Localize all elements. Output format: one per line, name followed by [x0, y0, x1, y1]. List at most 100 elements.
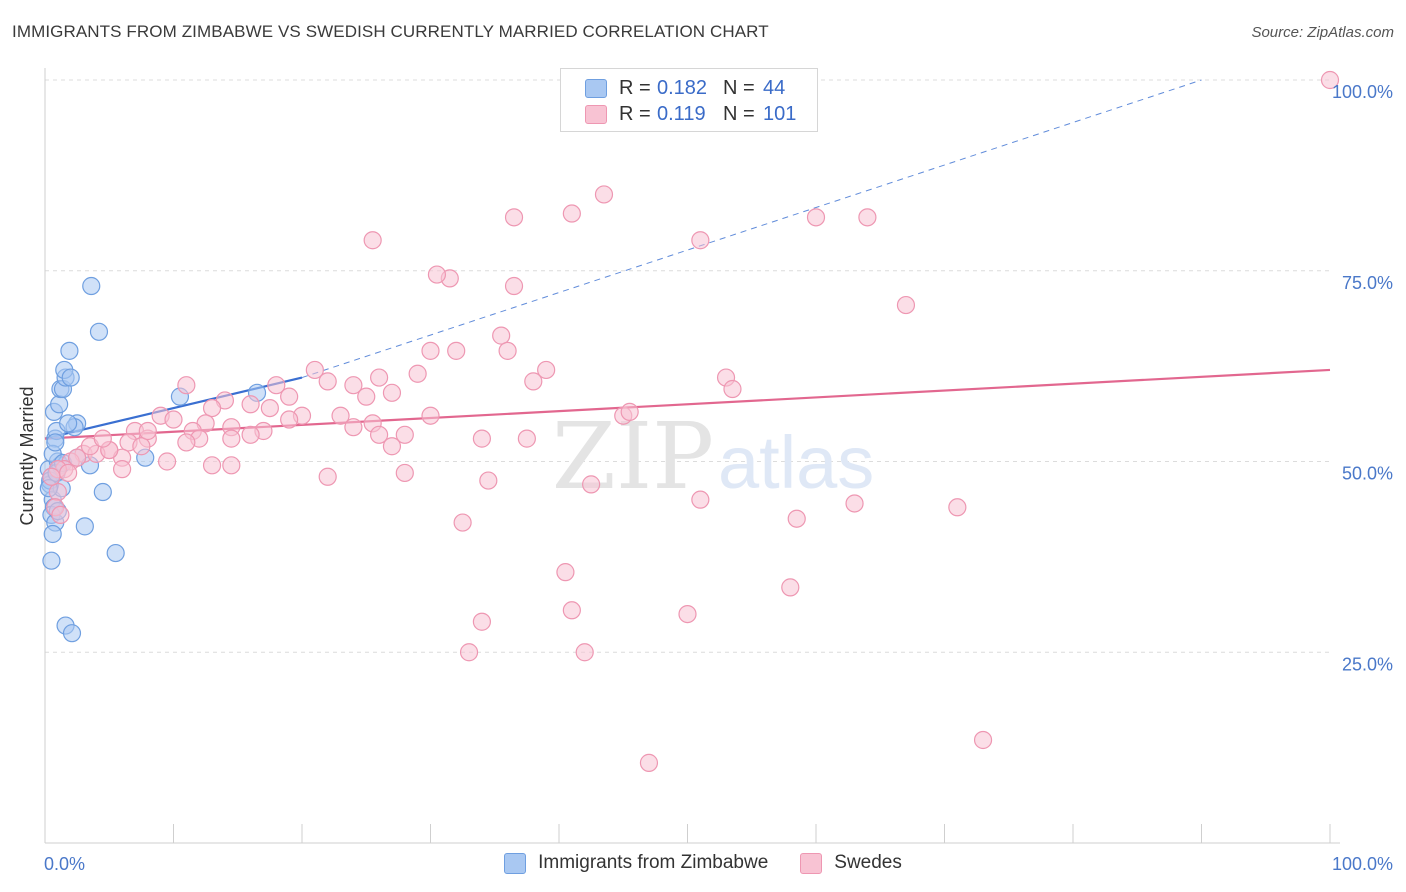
swedes-point	[318, 467, 337, 486]
zimbabwe-point	[50, 395, 69, 414]
legend-n-value: 44	[763, 76, 786, 99]
swedes-point	[556, 563, 575, 582]
swedes-point	[305, 360, 324, 380]
y-tick-label: 50.0%	[1342, 464, 1393, 484]
chart-title: IMMIGRANTS FROM ZIMBABWE VS SWEDISH CURR…	[12, 22, 769, 41]
grid-layer	[45, 79, 1330, 653]
swedes-point	[42, 467, 61, 486]
swedes-point	[594, 185, 614, 204]
watermark-zip: ZIP	[552, 403, 714, 510]
swedes-point	[260, 398, 279, 418]
series-swatch-pink	[800, 852, 823, 874]
zimbabwe-point	[43, 524, 62, 544]
stats-legend: R = 0.182 N = 44 R = 0.119 N = 101	[560, 68, 818, 132]
swedes-point	[112, 460, 132, 479]
swedes-point	[524, 372, 543, 391]
series-legend-swedes: Swedes	[800, 852, 902, 874]
zimbabwe-point	[62, 624, 82, 643]
swedes-point	[138, 421, 157, 441]
zimbabwe-point	[75, 517, 94, 536]
swedes-point	[202, 398, 222, 418]
swedes-point	[845, 494, 864, 513]
watermark-atlas: atlas	[718, 421, 874, 504]
series-label: Immigrants from Zimbabwe	[538, 852, 769, 873]
swedes-point	[68, 448, 87, 467]
swedes-point	[504, 208, 524, 227]
swedes-point	[177, 433, 196, 452]
legend-r-value: 0.182	[657, 76, 708, 99]
swedes-point	[691, 231, 710, 250]
y-tick-label: 25.0%	[1342, 654, 1393, 674]
swedes-point	[806, 208, 826, 227]
zimbabwe-point	[60, 341, 79, 360]
swedes-point	[202, 456, 222, 475]
swedes-point	[280, 387, 299, 406]
swedes-point	[479, 471, 498, 490]
zimbabwe-point	[46, 433, 65, 452]
labels-layer: 25.0% 50.0% 75.0% 100.0% 0.0% 100.0%	[44, 82, 1393, 874]
legend-row-swedes: R = 0.119 N = 101	[585, 102, 796, 126]
swedes-point	[395, 425, 414, 444]
swedes-point	[48, 482, 67, 502]
swedes-point	[472, 612, 491, 631]
swedes-point	[620, 402, 639, 422]
swedes-point	[177, 376, 196, 395]
swedes-point	[498, 341, 517, 360]
swedes-point	[51, 505, 70, 525]
swedes-point	[948, 498, 967, 517]
swedes-point	[132, 437, 151, 456]
swedes-point	[222, 456, 241, 475]
swedes-point	[787, 509, 806, 528]
swedes-point	[395, 463, 414, 483]
swedes-point	[408, 364, 427, 383]
legend-row-zimbabwe: R = 0.182 N = 44	[585, 76, 785, 100]
swedes-point	[1320, 70, 1340, 90]
legend-swatch-blue	[585, 78, 607, 98]
swedes-point	[382, 383, 402, 402]
swedes-point	[691, 490, 710, 509]
zimbabwe-point	[42, 551, 61, 570]
swedes-point	[582, 475, 601, 494]
swedes-point	[157, 452, 177, 471]
swedes-point	[421, 341, 440, 360]
zimbabwe-point	[106, 543, 125, 563]
swedes-point	[357, 387, 376, 406]
swedes-point	[241, 395, 260, 414]
legend-n-value: 101	[763, 102, 797, 125]
swedes-point	[421, 406, 440, 425]
legend-r-value: 0.119	[657, 102, 706, 125]
swedes-point	[370, 368, 389, 387]
legend-r-label: R =	[619, 76, 651, 99]
swedes-point	[781, 578, 800, 597]
series-legend-zimbabwe: Immigrants from Zimbabwe	[504, 852, 768, 874]
swedes-point	[562, 204, 581, 223]
swedes-point	[427, 265, 447, 284]
x-tick-label: 0.0%	[44, 854, 85, 874]
swedes-point	[222, 429, 241, 448]
swedes-point	[723, 379, 742, 399]
swedes-point	[453, 513, 472, 532]
zimbabwe-point	[89, 322, 109, 341]
swedes-point	[344, 376, 363, 395]
swedes-point	[562, 601, 581, 620]
y-tick-label: 100.0%	[1332, 82, 1393, 102]
swedes-point	[164, 410, 183, 429]
swedes-point	[517, 429, 536, 448]
swedes-point	[575, 643, 594, 662]
swedes-point	[537, 360, 556, 380]
zimbabwe-point	[61, 368, 80, 387]
swedes-point	[858, 208, 877, 227]
swedes-point	[59, 463, 78, 483]
swedes-point	[678, 604, 697, 624]
zimbabwe-point	[82, 276, 101, 296]
series-swatch-blue	[504, 852, 527, 874]
swedes-point	[331, 406, 350, 425]
swedes-point	[318, 372, 337, 391]
y-tick-label: 75.0%	[1342, 273, 1393, 293]
swedes-point	[504, 276, 524, 296]
legend-r-label: R =	[619, 102, 651, 125]
zimbabwe-point	[59, 414, 78, 433]
swedes-point	[344, 418, 363, 437]
swedes-point	[363, 231, 382, 250]
swedes-point	[896, 295, 916, 315]
